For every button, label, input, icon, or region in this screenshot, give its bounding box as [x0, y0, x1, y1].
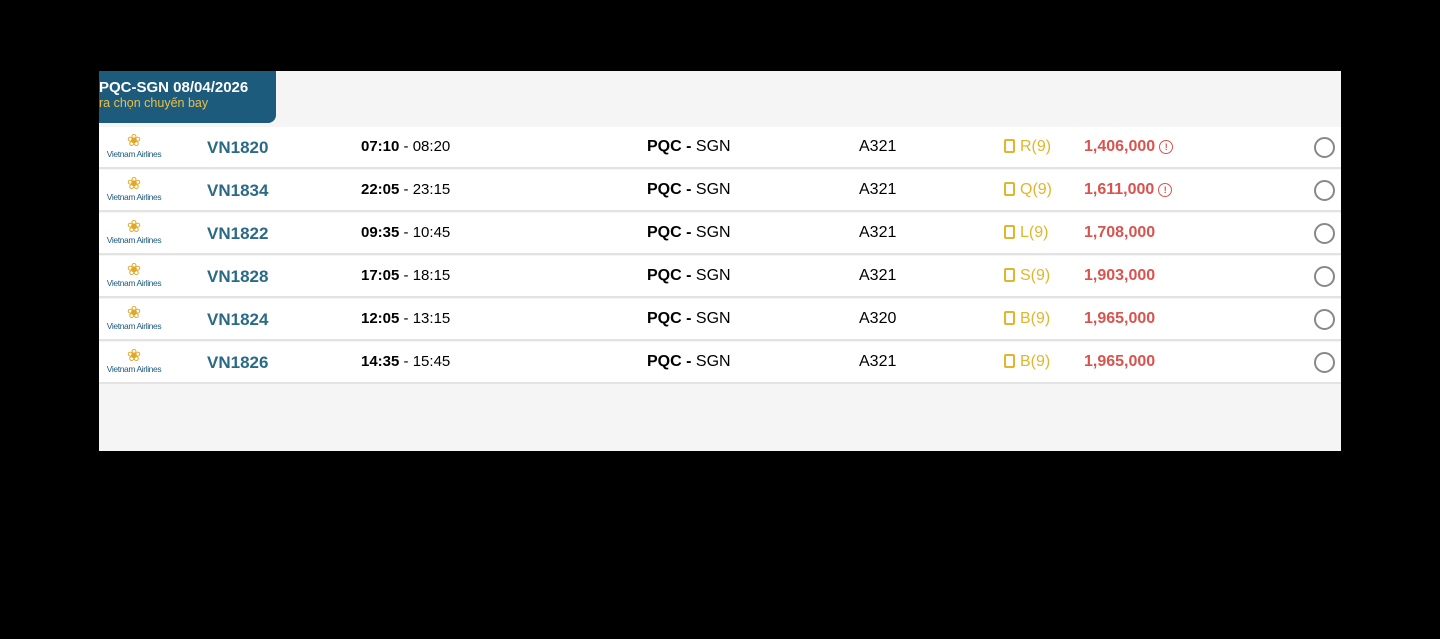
flight-time: 22:05 - 23:15 [361, 181, 451, 198]
price: 1,903,000 [1084, 267, 1156, 284]
info-alert-icon[interactable]: ! [1159, 140, 1174, 154]
airline-logo: ❀ Vietnam Airlines [102, 132, 166, 159]
flight-row[interactable]: ❀ Vietnam Airlines VN1822 09:35 - 10:45 P… [99, 213, 1341, 255]
flight-row[interactable]: ❀ Vietnam Airlines VN1824 12:05 - 13:15 P… [99, 299, 1341, 341]
aircraft: A321 [859, 181, 897, 198]
flight-route: PQC - SGN [647, 181, 731, 198]
aircraft: A321 [859, 224, 897, 241]
lotus-icon: ❀ [126, 346, 142, 365]
fare-class: Q(9) [1004, 181, 1052, 199]
airline-logo: ❀ Vietnam Airlines [102, 347, 166, 374]
fare-class: S(9) [1004, 267, 1050, 285]
luggage-icon [1004, 268, 1015, 282]
select-flight-radio[interactable] [1314, 309, 1335, 330]
lotus-icon: ❀ [126, 131, 142, 150]
aircraft: A321 [859, 267, 897, 284]
flight-time: 12:05 - 13:15 [361, 310, 451, 327]
fare-class: B(9) [1004, 353, 1050, 371]
flight-route: PQC - SGN [647, 224, 731, 241]
price: 1,708,000 [1084, 224, 1156, 241]
flight-time: 07:10 - 08:20 [361, 138, 451, 155]
aircraft: A321 [859, 353, 897, 370]
flight-time: 09:35 - 10:45 [361, 224, 451, 241]
aircraft: A320 [859, 310, 897, 327]
fare-class: B(9) [1004, 310, 1050, 328]
airline-logo: ❀ Vietnam Airlines [102, 304, 166, 331]
flight-number: VN1822 [207, 224, 269, 243]
lotus-icon: ❀ [126, 174, 142, 193]
price: 1,965,000 [1084, 353, 1156, 370]
flight-number: VN1820 [207, 138, 269, 157]
luggage-icon [1004, 182, 1015, 196]
flight-row[interactable]: ❀ Vietnam Airlines VN1820 07:10 - 08:20 P… [99, 127, 1341, 169]
flight-time: 17:05 - 18:15 [361, 267, 451, 284]
lotus-icon: ❀ [126, 217, 142, 236]
route-title: PQC-SGN 08/04/2026 [99, 79, 249, 96]
flight-row[interactable]: ❀ Vietnam Airlines VN1826 14:35 - 15:45 P… [99, 342, 1341, 384]
route-subtitle: ra chọn chuyến bay [99, 96, 209, 110]
flight-number: VN1828 [207, 267, 269, 286]
route-header: PQC-SGN 08/04/2026 ra chọn chuyến bay [99, 71, 276, 123]
flight-number: VN1826 [207, 353, 269, 372]
price: 1,965,000 [1084, 310, 1156, 327]
price: 1,406,000! [1084, 138, 1174, 156]
info-alert-icon[interactable]: ! [1158, 183, 1173, 197]
flight-route: PQC - SGN [647, 310, 731, 327]
select-flight-radio[interactable] [1314, 137, 1335, 158]
airline-logo: ❀ Vietnam Airlines [102, 175, 166, 202]
lotus-icon: ❀ [126, 260, 142, 279]
luggage-icon [1004, 311, 1015, 325]
airline-logo: ❀ Vietnam Airlines [102, 218, 166, 245]
luggage-icon [1004, 354, 1015, 368]
lotus-icon: ❀ [126, 303, 142, 322]
flight-row[interactable]: ❀ Vietnam Airlines VN1834 22:05 - 23:15 P… [99, 170, 1341, 212]
luggage-icon [1004, 225, 1015, 239]
flight-route: PQC - SGN [647, 267, 731, 284]
fare-class: R(9) [1004, 138, 1051, 156]
flight-number: VN1824 [207, 310, 269, 329]
flight-route: PQC - SGN [647, 353, 731, 370]
flight-results-panel: PQC-SGN 08/04/2026 ra chọn chuyến bay ❀ V… [99, 71, 1341, 451]
fare-class: L(9) [1004, 224, 1048, 242]
select-flight-radio[interactable] [1314, 180, 1335, 201]
flight-row[interactable]: ❀ Vietnam Airlines VN1828 17:05 - 18:15 P… [99, 256, 1341, 298]
luggage-icon [1004, 139, 1015, 153]
select-flight-radio[interactable] [1314, 223, 1335, 244]
flight-number: VN1834 [207, 181, 269, 200]
select-flight-radio[interactable] [1314, 352, 1335, 373]
aircraft: A321 [859, 138, 897, 155]
airline-logo: ❀ Vietnam Airlines [102, 261, 166, 288]
price: 1,611,000! [1084, 181, 1173, 199]
flight-route: PQC - SGN [647, 138, 731, 155]
select-flight-radio[interactable] [1314, 266, 1335, 287]
flight-time: 14:35 - 15:45 [361, 353, 451, 370]
